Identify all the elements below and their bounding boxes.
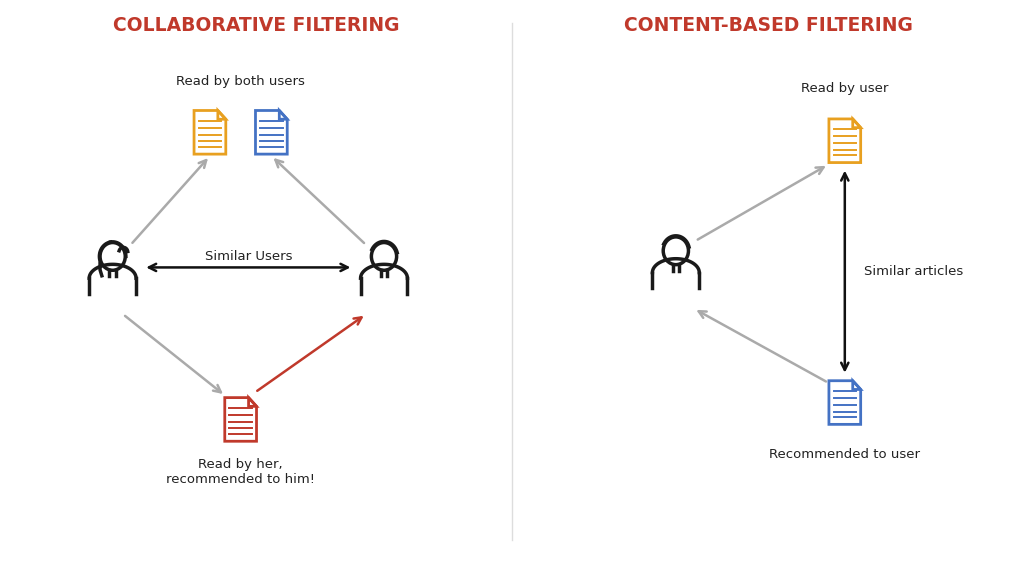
Text: CONTENT-BASED FILTERING: CONTENT-BASED FILTERING: [624, 16, 912, 35]
Text: Similar Users: Similar Users: [205, 249, 292, 263]
Text: Recommended to user: Recommended to user: [769, 448, 921, 462]
Text: Read by both users: Read by both users: [176, 75, 305, 88]
Text: Read by her,
recommended to him!: Read by her, recommended to him!: [166, 458, 315, 486]
Text: Read by user: Read by user: [801, 82, 889, 96]
Text: COLLABORATIVE FILTERING: COLLABORATIVE FILTERING: [113, 16, 399, 35]
Text: Similar articles: Similar articles: [864, 265, 964, 278]
